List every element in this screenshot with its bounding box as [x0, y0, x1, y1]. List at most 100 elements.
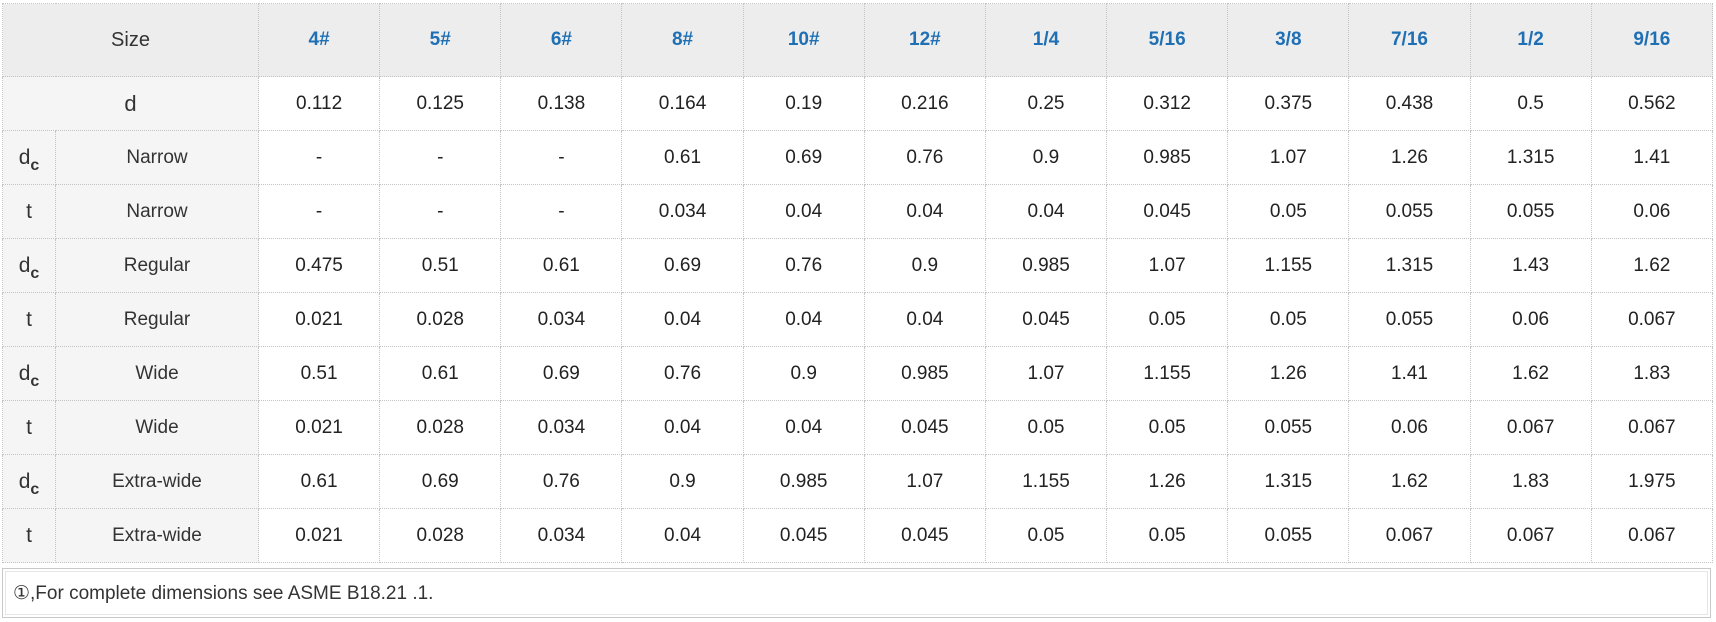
row-symbol-letter: d	[18, 469, 31, 493]
table-cell: 0.05	[984, 508, 1108, 563]
table-cell: 0.04	[742, 184, 865, 239]
table-cell: 1.26	[1106, 454, 1229, 509]
table-cell: -	[500, 130, 623, 185]
table-cell: 0.69	[742, 130, 865, 185]
row-type-label: Extra-wide	[55, 454, 259, 509]
table-cell: 0.985	[1106, 130, 1229, 185]
table-cell: 0.034	[500, 508, 623, 563]
table-cell: 0.76	[863, 130, 986, 185]
table-cell: 0.216	[863, 76, 986, 131]
row-symbol-letter: t	[26, 307, 32, 331]
table-cell: 0.05	[984, 400, 1108, 455]
size-column-header: 5/16	[1106, 3, 1229, 77]
row-symbol-letter: d	[18, 145, 31, 169]
size-column-header: 5#	[379, 3, 502, 77]
table-row: t Wide 0.021 0.028 0.034 0.04 0.04 0.045 0.05 0.0…	[2, 400, 1714, 455]
table-cell: 0.021	[257, 292, 381, 347]
size-column-header: 4#	[257, 3, 381, 77]
table-cell: 1.62	[1348, 454, 1471, 509]
row-type-label: Narrow	[55, 130, 259, 185]
table-cell: 0.05	[1227, 292, 1350, 347]
table-cell: 0.51	[257, 346, 381, 401]
table-cell: 0.61	[500, 238, 623, 293]
table-cell: 0.04	[742, 292, 865, 347]
table-header-row: Size 4# 5# 6# 8# 10# 12# 1/4 5/16 3/8 7/16 1/2 9/16	[2, 3, 1714, 77]
row-symbol: dc	[2, 346, 56, 401]
row-symbol: dc	[2, 238, 56, 293]
table-cell: 0.76	[500, 454, 623, 509]
row-symbol: t	[2, 508, 56, 563]
table-cell: 0.05	[1227, 184, 1350, 239]
row-symbol-letter: t	[26, 415, 32, 439]
table-row: dc Regular 0.475 0.51 0.61 0.69 0.76 0.9 0.985 1.…	[2, 238, 1714, 293]
table-row: dc Wide 0.51 0.61 0.69 0.76 0.9 0.985 1.07 1.155 1…	[2, 346, 1714, 401]
size-column-header: 6#	[500, 3, 623, 77]
table-cell: -	[257, 130, 381, 185]
row-symbol-letter: t	[26, 199, 32, 223]
row-symbol: t	[2, 400, 56, 455]
size-column-header: 3/8	[1227, 3, 1350, 77]
table-cell: 0.021	[257, 400, 381, 455]
table-cell: 0.04	[863, 184, 986, 239]
table-cell: 0.76	[742, 238, 865, 293]
row-symbol-letter: d	[18, 361, 31, 385]
table-cell: 1.07	[1227, 130, 1350, 185]
row-type-label: Regular	[55, 292, 259, 347]
size-header-label: Size	[2, 3, 259, 77]
table-cell: 1.315	[1348, 238, 1471, 293]
table-cell: 0.034	[500, 292, 623, 347]
table-cell: -	[379, 130, 502, 185]
table-cell: 1.41	[1348, 346, 1471, 401]
size-column-header: 1/2	[1469, 3, 1592, 77]
row-symbol-subscript: c	[30, 372, 40, 390]
table-cell: 0.138	[500, 76, 623, 131]
table-cell: 0.067	[1590, 508, 1714, 563]
table-cell: 0.9	[984, 130, 1108, 185]
table-cell: 0.055	[1469, 184, 1592, 239]
size-column-header: 12#	[863, 3, 986, 77]
table-cell: 0.76	[621, 346, 744, 401]
table-cell: 0.9	[863, 238, 986, 293]
table-cell: 0.055	[1227, 508, 1350, 563]
row-symbol: dc	[2, 454, 56, 509]
table-cell: 1.07	[984, 346, 1108, 401]
table-cell: 1.62	[1590, 238, 1714, 293]
footnote: ①,For complete dimensions see ASME B18.2…	[2, 568, 1711, 618]
size-column-header: 7/16	[1348, 3, 1471, 77]
table-cell: 0.5	[1469, 76, 1592, 131]
table-row: dc Narrow - - -0.61 0.69 0.76 0.9 0.985 1.07 1.26 1…	[2, 130, 1714, 185]
table-cell: 0.438	[1348, 76, 1471, 131]
table-cell: 0.25	[984, 76, 1108, 131]
row-symbol-letter: t	[26, 523, 32, 547]
table-cell: 0.05	[1106, 508, 1229, 563]
table-cell: 0.04	[742, 400, 865, 455]
row-symbol-subscript: c	[30, 480, 40, 498]
table-cell: 0.05	[1106, 400, 1229, 455]
row-symbol-subscript: c	[30, 156, 40, 174]
row-symbol-subscript: c	[30, 264, 40, 282]
table-cell: 1.155	[1106, 346, 1229, 401]
table-cell: 0.067	[1590, 292, 1714, 347]
table-cell: 1.315	[1469, 130, 1592, 185]
table-cell: 0.028	[379, 508, 502, 563]
table-cell: 0.067	[1590, 400, 1714, 455]
table-cell: 1.62	[1469, 346, 1592, 401]
table-cell: 0.125	[379, 76, 502, 131]
table-body: d 0.112 0.125 0.138 0.164 0.19 0.216 0.25 0.312…	[2, 76, 1714, 563]
table-cell: 0.04	[621, 508, 744, 563]
size-column-header: 8#	[621, 3, 744, 77]
table-cell: 0.028	[379, 400, 502, 455]
table-cell: 1.07	[1106, 238, 1229, 293]
table-cell: 0.06	[1469, 292, 1592, 347]
table-cell: 0.51	[379, 238, 502, 293]
size-column-header: 9/16	[1590, 3, 1714, 77]
table-cell: 0.61	[621, 130, 744, 185]
table-cell: 0.475	[257, 238, 381, 293]
table-cell: 1.07	[863, 454, 986, 509]
table-cell: 1.26	[1227, 346, 1350, 401]
table-cell: -	[500, 184, 623, 239]
table-cell: 0.61	[379, 346, 502, 401]
table-cell: 1.83	[1590, 346, 1714, 401]
table-cell: 0.04	[863, 292, 986, 347]
